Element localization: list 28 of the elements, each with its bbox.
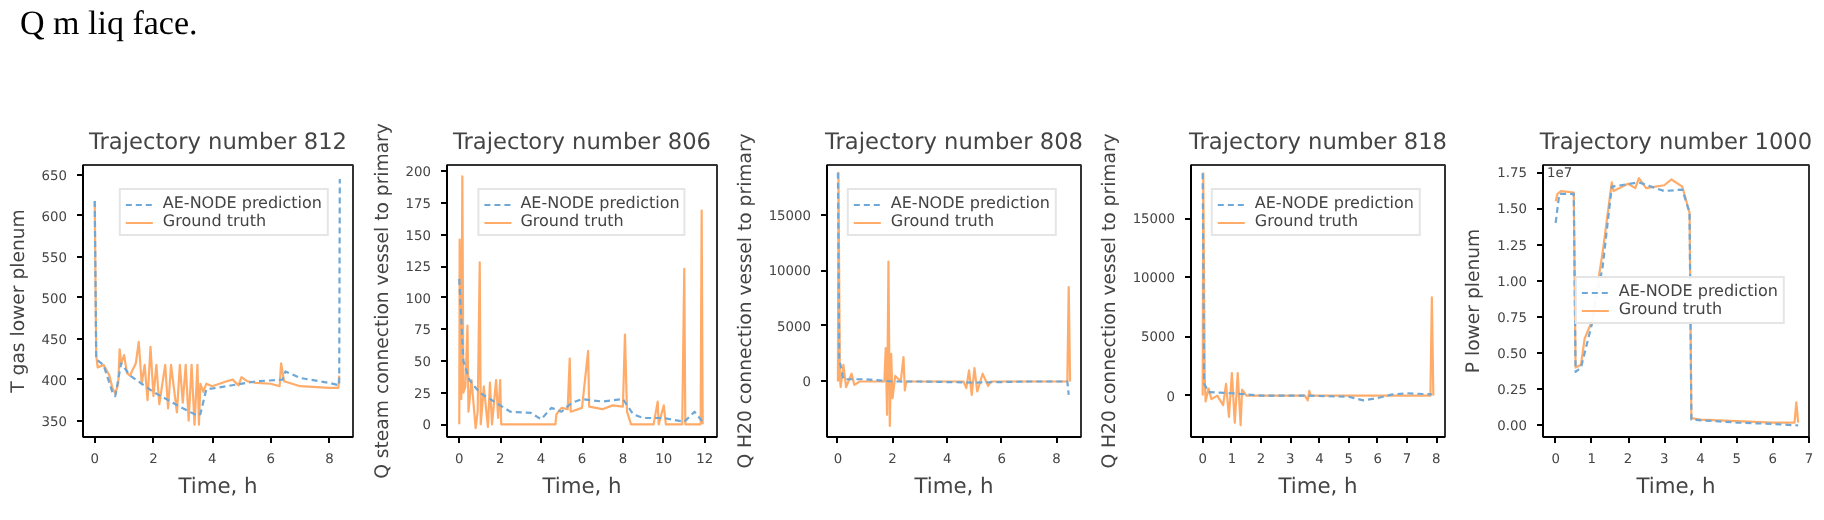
legend-label: AE-NODE prediction xyxy=(520,194,680,212)
x-axis-title: Time, h xyxy=(1276,473,1358,499)
legend-label: Ground truth xyxy=(162,212,267,230)
legend-label: Ground truth xyxy=(520,212,624,230)
y-axis-title: Q steam connection vessel to primary xyxy=(371,122,394,479)
chart-title: Trajectory number 808 xyxy=(823,127,1083,155)
y-axis-title: Q H20 connection vessel to primary xyxy=(734,132,757,469)
chart-title: Trajectory number 812 xyxy=(87,127,347,155)
x-axis-title: Time, h xyxy=(912,473,994,499)
chart-title: Trajectory number 818 xyxy=(1187,127,1447,155)
x-axis-title: Time, h xyxy=(540,473,622,499)
x-axis-title: Time, h xyxy=(1634,473,1716,499)
legend-label: AE-NODE prediction xyxy=(1618,282,1778,300)
chart-title: Trajectory number 806 xyxy=(451,127,711,155)
legend-label: Ground truth xyxy=(1254,212,1359,230)
y-axis-title: P lower plenum xyxy=(1463,228,1486,374)
legend-label: Ground truth xyxy=(1618,300,1723,318)
legend-label: AE-NODE prediction xyxy=(1254,194,1414,212)
x-axis-title: Time, h xyxy=(176,473,258,499)
y-axis-title: Q H20 connection vessel to primary xyxy=(1098,132,1121,469)
legend-label: AE-NODE prediction xyxy=(890,194,1050,212)
legend-label: Ground truth xyxy=(890,212,995,230)
line-series xyxy=(458,277,704,423)
line-series xyxy=(458,175,704,430)
chart-title: Trajectory number 1000 xyxy=(1537,127,1813,155)
y-axis-title: T gas lower plenum xyxy=(7,209,30,395)
text: Q m liq face. xyxy=(20,2,198,46)
legend-label: AE-NODE prediction xyxy=(162,194,322,212)
